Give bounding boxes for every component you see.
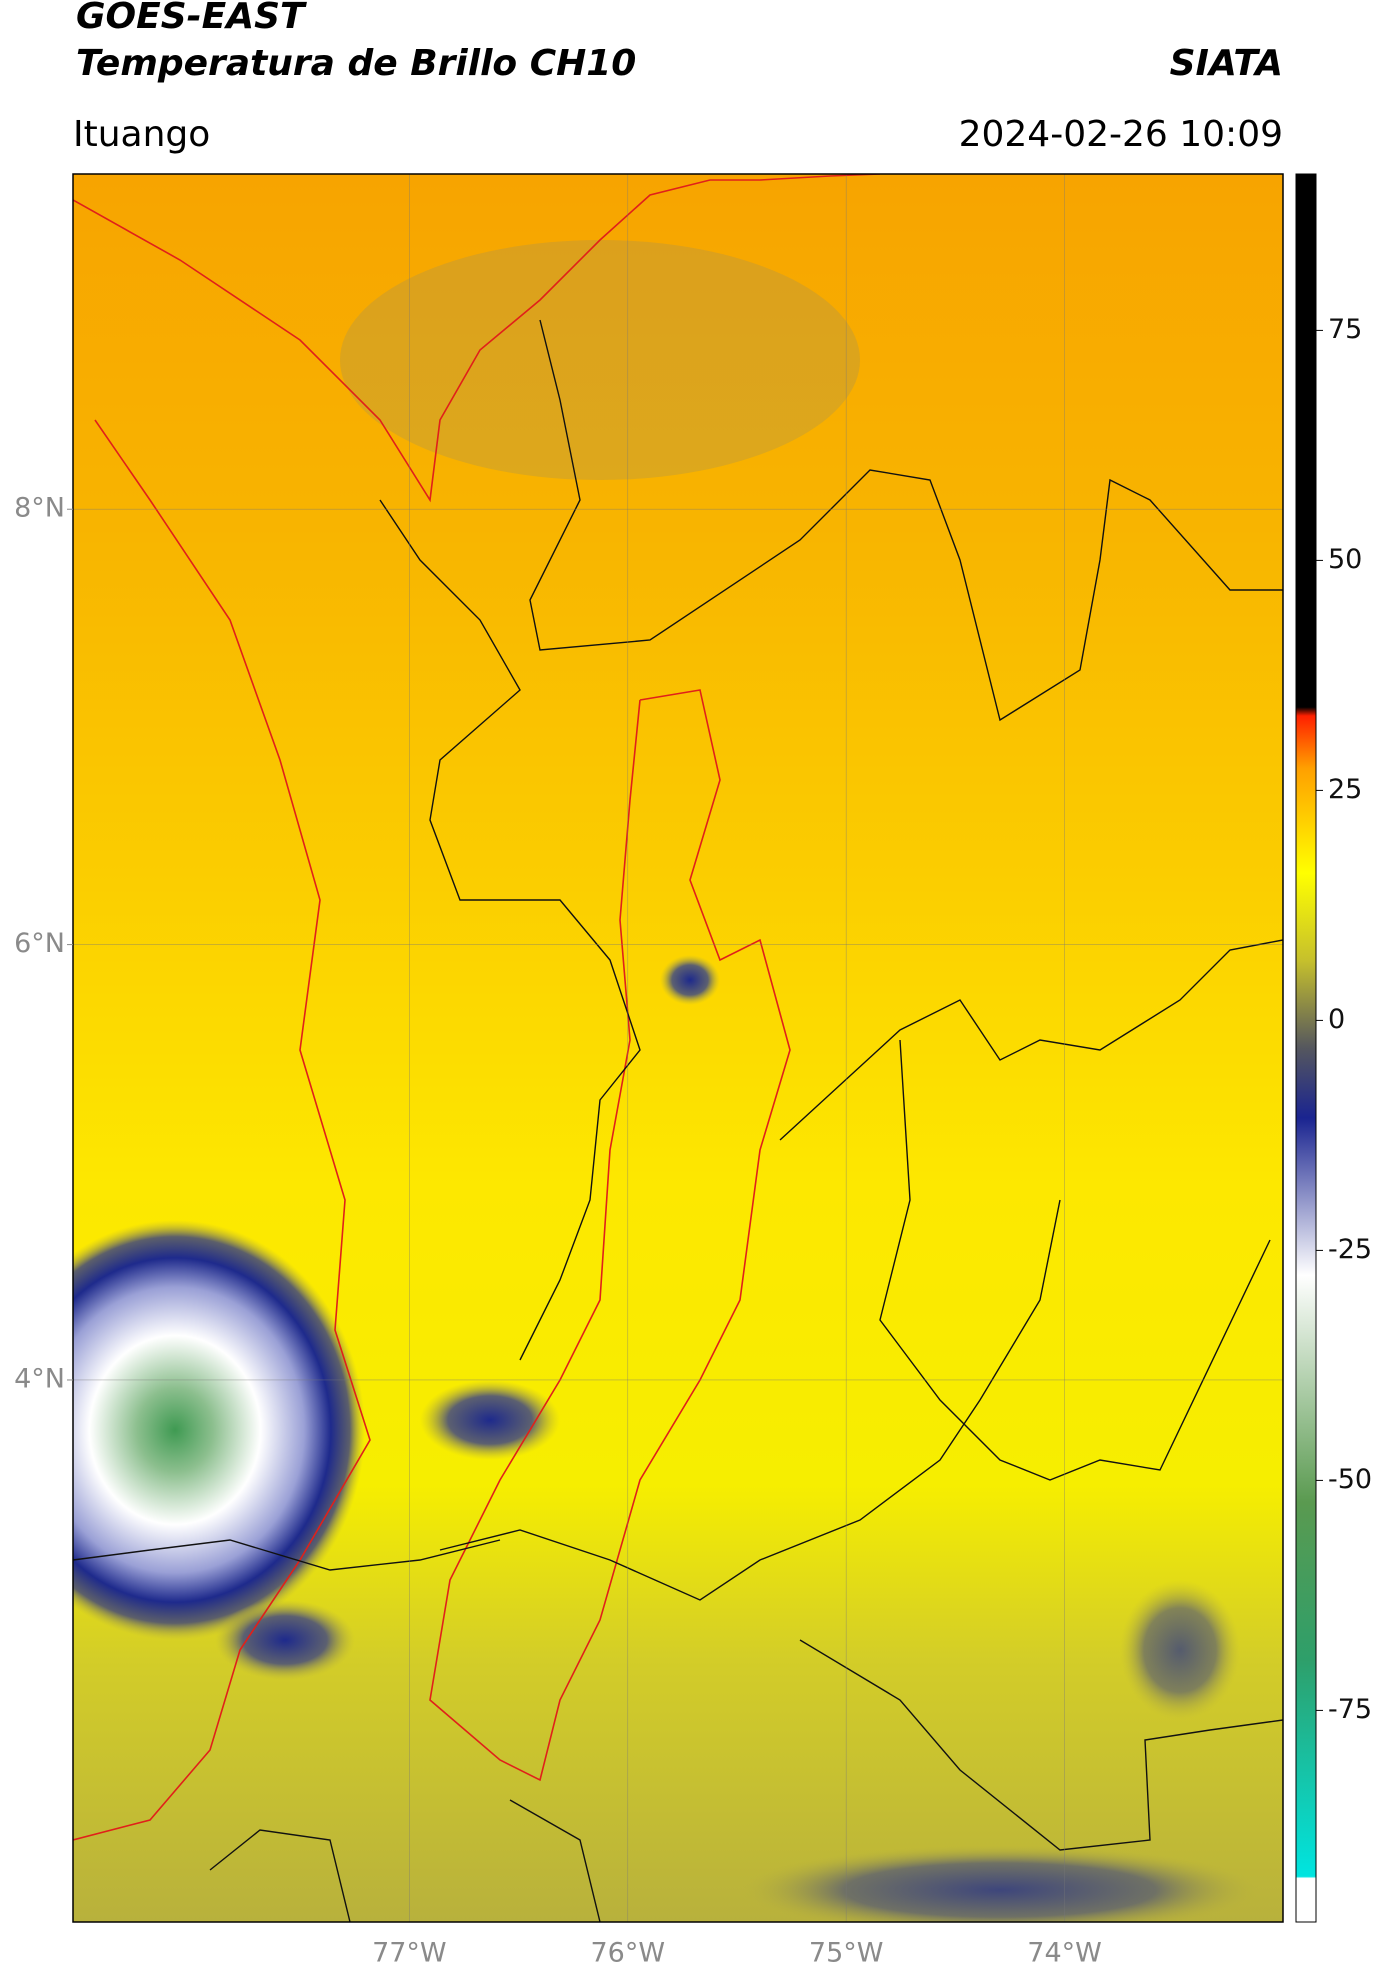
y-tick-label: 4°N xyxy=(14,1363,65,1394)
datetime: 2024-02-26 10:09 xyxy=(959,114,1283,155)
x-tick-label: 74°W xyxy=(1027,1938,1102,1969)
x-tick-label: 76°W xyxy=(590,1938,665,1969)
location: Ituango xyxy=(73,114,210,155)
map-frame xyxy=(72,173,1284,1923)
title: GOES-EAST xyxy=(76,0,307,37)
source: SIATA xyxy=(1170,43,1283,84)
y-tick-label: 8°N xyxy=(14,493,65,524)
colorbar-tick-label: -50 xyxy=(1328,1464,1372,1495)
subtitle: Temperatura de Brillo CH10 xyxy=(76,43,636,84)
map-image xyxy=(73,174,1283,1922)
x-tick-label: 75°W xyxy=(809,1938,884,1969)
x-tick-label: 77°W xyxy=(372,1938,447,1969)
colorbar xyxy=(1295,173,1317,1923)
colorbar-tick-label: -75 xyxy=(1328,1694,1372,1725)
y-tick-label: 6°N xyxy=(14,928,65,959)
colorbar-tick-label: 75 xyxy=(1328,314,1362,345)
colorbar-tick-label: 50 xyxy=(1328,544,1362,575)
colorbar-tick-label: -25 xyxy=(1328,1234,1372,1265)
colorbar-tick-label: 0 xyxy=(1328,1004,1345,1035)
colorbar-tick-label: 25 xyxy=(1328,774,1362,805)
